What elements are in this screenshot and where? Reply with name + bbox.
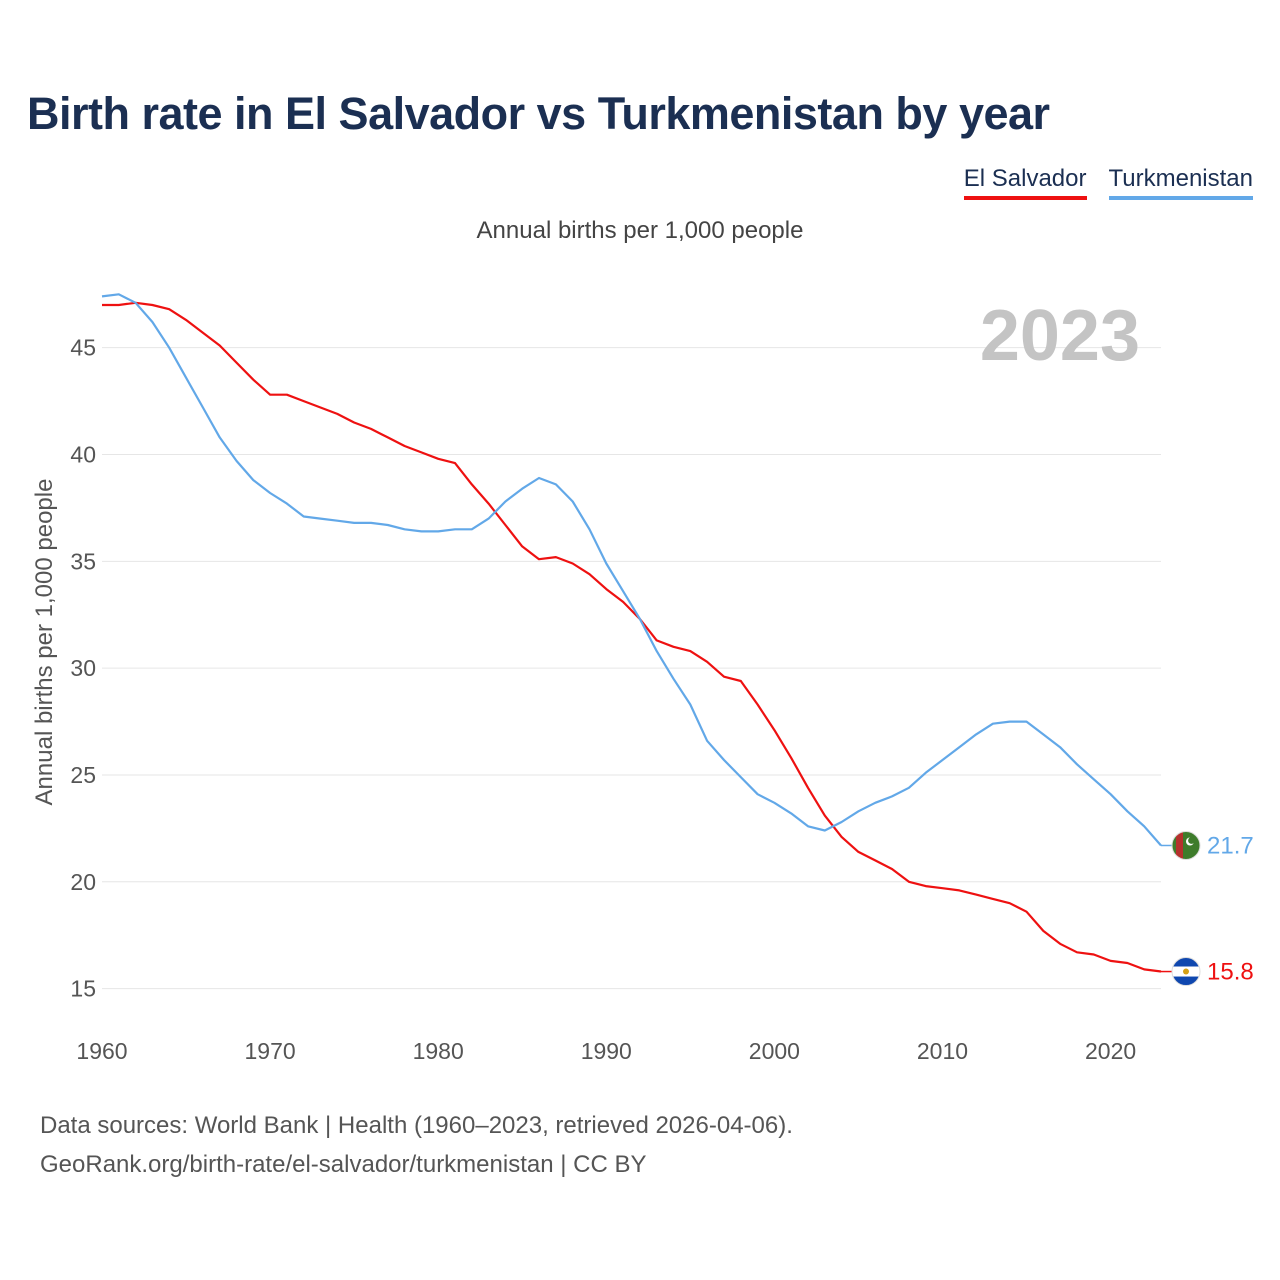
gridlines (102, 347, 1161, 990)
x-tick-label-2010: 2010 (917, 1038, 968, 1064)
end-value-label-el-salvador: 15.8 (1207, 959, 1254, 986)
y-axis-ticks: 15 20 25 30 35 40 45 (70, 335, 96, 1002)
series-line-turkmenistan (101, 293, 1162, 847)
footer-sources: Data sources: World Bank | Health (1960–… (40, 1112, 793, 1139)
legend: El Salvador Turkmenistan (963, 165, 1253, 200)
series-end-markers: 15.8 21.7 (1161, 830, 1254, 987)
y-tick-label-30: 30 (70, 655, 96, 681)
x-tick-label-2020: 2020 (1085, 1038, 1136, 1064)
y-tick-label-40: 40 (70, 442, 96, 468)
y-tick-label-15: 15 (70, 976, 96, 1002)
y-axis-label: Annual births per 1,000 people (31, 479, 58, 806)
y-tick-label-20: 20 (70, 869, 96, 895)
x-tick-label-1960: 1960 (76, 1038, 127, 1064)
x-tick-label-1970: 1970 (245, 1038, 296, 1064)
chart-subtitle: Annual births per 1,000 people (476, 217, 804, 244)
series-line-el-salvador (102, 301, 1162, 973)
footer-url: GeoRank.org/birth-rate/el-salvador/turkm… (40, 1151, 647, 1178)
x-axis-ticks: 1960 1970 1980 1990 2000 2010 2020 (76, 1038, 1136, 1064)
legend-item-turkmenistan[interactable]: Turkmenistan (1108, 165, 1253, 200)
y-tick-label-35: 35 (70, 548, 96, 574)
end-value-label-turkmenistan: 21.7 (1207, 832, 1254, 859)
footer: Data sources: World Bank | Health (1960–… (40, 1106, 793, 1184)
x-tick-label-1980: 1980 (413, 1038, 464, 1064)
line-chart: 2023 15 20 25 30 35 40 45 1960 1970 1980 1990 2000… (31, 293, 1254, 1064)
x-tick-label-2000: 2000 (749, 1038, 800, 1064)
flag-icon-turkmenistan (1171, 830, 1201, 860)
y-tick-label-45: 45 (70, 335, 96, 361)
series-lines (101, 293, 1162, 973)
flag-icon-el-salvador (1171, 957, 1201, 987)
legend-item-el-salvador[interactable]: El Salvador (963, 165, 1087, 200)
y-tick-label-25: 25 (70, 762, 96, 788)
chart-title: Birth rate in El Salvador vs Turkmenista… (27, 88, 1050, 139)
year-watermark: 2023 (980, 296, 1140, 376)
x-tick-label-1990: 1990 (581, 1038, 632, 1064)
